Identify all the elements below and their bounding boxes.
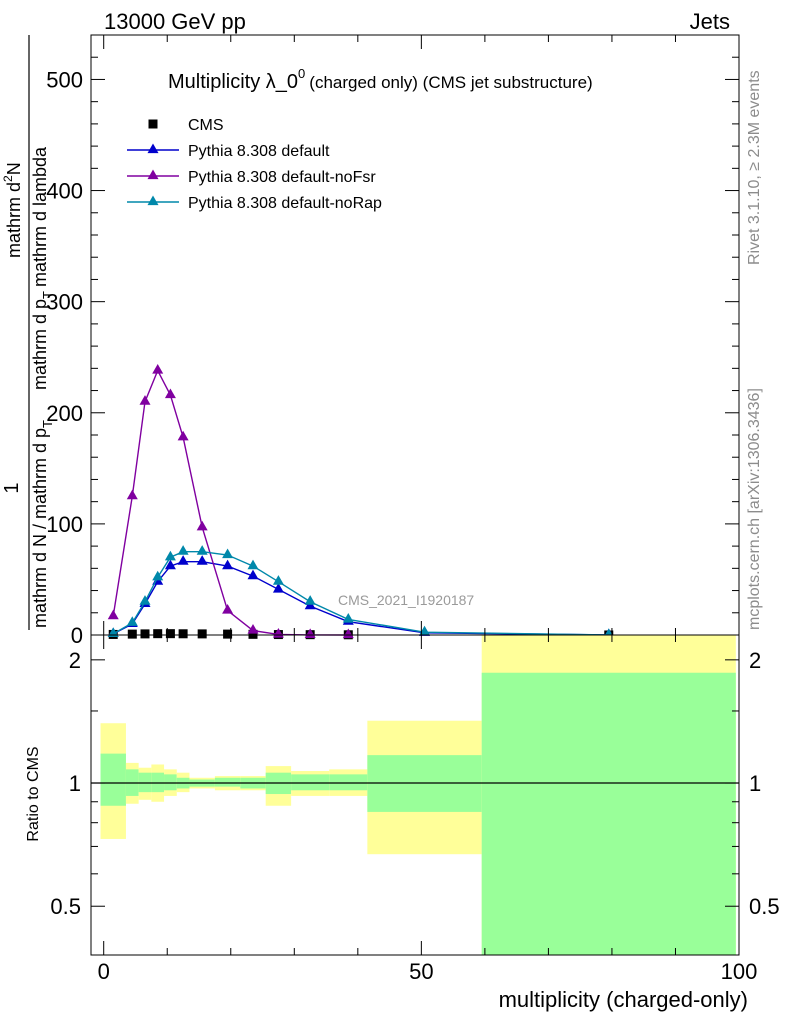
ratio-y-tick-label: 2 [69, 648, 81, 673]
ratio-y-tick-label: 0.5 [50, 894, 81, 919]
ratio-y-tick-label: 1 [69, 771, 81, 796]
data-point [222, 604, 234, 614]
header-right: Jets [690, 9, 730, 34]
svg-text:mathrm d N / mathrm d pT: mathrm d N / mathrm d pT [30, 420, 55, 628]
data-point [153, 629, 163, 639]
legend-marker [148, 119, 158, 129]
mcplots-label: mcplots.cern.ch [arXiv:1306.3436] [746, 388, 763, 630]
legend-label: CMS [188, 117, 224, 134]
ratio-y-tick-label-right: 2 [749, 648, 761, 673]
stat-uncertainty-band [214, 777, 241, 787]
data-point [197, 629, 207, 639]
main-y-tick-label: 500 [46, 67, 83, 92]
series-line [112, 368, 349, 636]
data-point [222, 548, 234, 559]
stat-uncertainty-band [138, 772, 152, 793]
legend: CMS Pythia 8.308 default Pythia 8.308 defa… [127, 117, 382, 212]
stat-uncertainty-band [481, 672, 736, 955]
data-point [272, 582, 284, 593]
data-point [222, 559, 234, 570]
main-y-tick-label: 400 [46, 179, 83, 204]
svg-text:1: 1 [1, 482, 23, 493]
data-point [196, 555, 208, 565]
legend-label: Pythia 8.308 default-noRap [188, 195, 382, 212]
ratio-y-tick-label-right: 1 [749, 771, 761, 796]
main-y-tick-label: 100 [46, 512, 83, 537]
data-point [127, 629, 137, 639]
data-point [342, 628, 354, 639]
stat-uncertainty-band [329, 774, 368, 791]
data-point [152, 570, 164, 581]
stat-uncertainty-band [291, 774, 330, 791]
x-axis-label: multiplicity (charged-only) [499, 987, 748, 1012]
legend-label: Pythia 8.308 default-noFsr [188, 169, 376, 186]
data-point [139, 595, 151, 605]
ratio-y-tick-label-right: 0.5 [749, 894, 780, 919]
stat-uncertainty-band [164, 774, 177, 791]
data-point [164, 550, 176, 561]
legend-marker [147, 143, 159, 154]
data-point [178, 629, 188, 639]
data-point [419, 625, 431, 636]
data-point [177, 545, 189, 555]
data-point [247, 559, 259, 570]
legend-item: Pythia 8.308 default [127, 143, 330, 160]
main-y-tick-label: 0 [71, 623, 83, 648]
data-point [196, 520, 208, 531]
legend-item: Pythia 8.308 default-noFsr [127, 169, 376, 186]
header-left: 13000 GeV pp [104, 9, 246, 34]
data-point [223, 629, 233, 639]
legend-marker [147, 195, 159, 206]
stat-uncertainty-band [100, 753, 126, 806]
data-point [248, 629, 258, 639]
stat-uncertainty-band [151, 772, 165, 793]
data-point [164, 388, 176, 399]
legend-marker [147, 169, 159, 180]
legend-item: CMS [148, 117, 224, 134]
data-point [177, 555, 189, 565]
svg-text:mathrm d2N: mathrm d2N [1, 162, 24, 258]
main-panel: 0 100 200 300 400 500 Multiplicity λ_00 (charg… [1, 34, 740, 648]
x-tick-label: 50 [409, 959, 433, 984]
ratio-y-axis-label: Ratio to CMS [25, 746, 42, 841]
data-point [126, 489, 138, 500]
main-y-tick-label: 300 [46, 290, 83, 315]
legend-item: Pythia 8.308 default-noRap [127, 195, 382, 212]
data-point [304, 595, 316, 605]
data-point [152, 364, 164, 374]
data-point [247, 569, 259, 580]
data-point [139, 395, 151, 405]
svg-text:mathrm d pTmathrm d lambda: mathrm d pTmathrm d lambda [30, 146, 55, 390]
rivet-label: Rivet 3.1.10, ≥ 2.3M events [746, 70, 763, 265]
data-point [177, 430, 189, 441]
ratio-frame [90, 634, 740, 956]
main-title: Multiplicity λ_00 (charged only) (CMS jet… [168, 66, 593, 93]
x-tick-label: 0 [98, 959, 110, 984]
data-point [126, 616, 138, 626]
x-tick-label: 100 [721, 959, 758, 984]
data-point [107, 609, 119, 620]
ratio-panel: 0.5 0.5 1 1 2 2 0 50 100 Ratio to CMS multiplici… [25, 634, 780, 1012]
data-point [196, 545, 208, 555]
data-point [140, 629, 150, 639]
data-point [272, 575, 284, 585]
data-point [304, 628, 316, 639]
data-point [165, 629, 175, 639]
data-point [247, 624, 259, 634]
legend-label: Pythia 8.308 default [188, 143, 330, 160]
data-point [342, 612, 354, 623]
main-y-axis-label: 1 mathrm d N / mathrm d pT mathrm d2N ma… [1, 35, 55, 630]
analysis-watermark: CMS_2021_I1920187 [338, 592, 474, 608]
data-point [164, 559, 176, 570]
main-y-tick-label: 200 [46, 401, 83, 426]
series-line [112, 551, 609, 636]
